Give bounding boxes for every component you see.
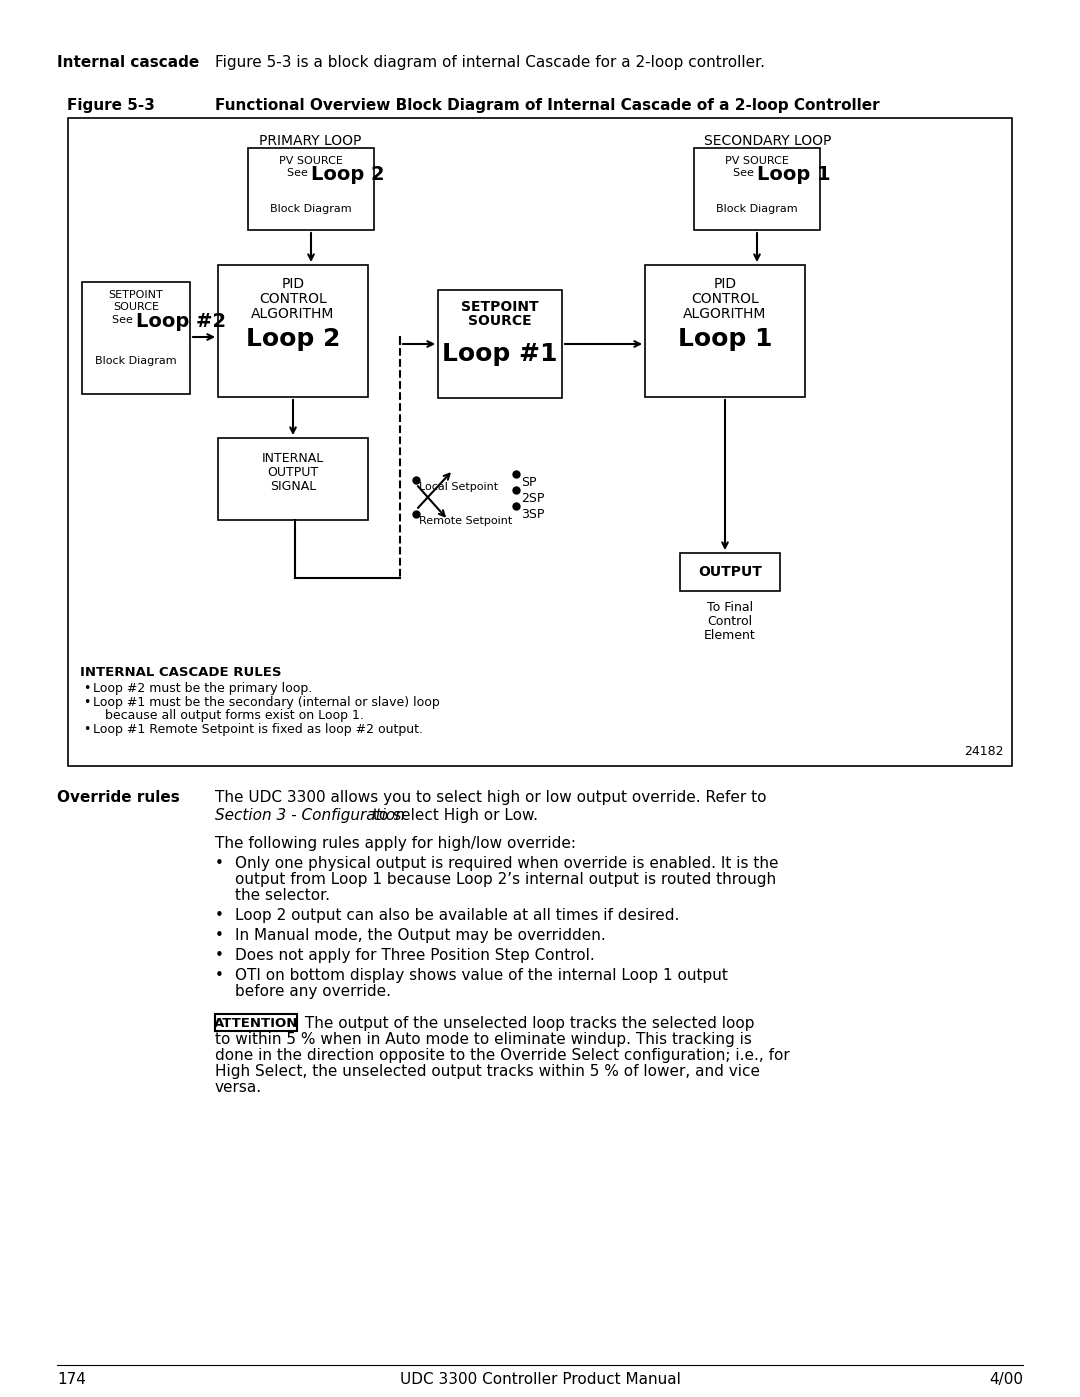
Text: •: •: [83, 682, 91, 694]
Text: •: •: [215, 908, 224, 923]
Text: Figure 5-3: Figure 5-3: [67, 98, 154, 113]
Text: The output of the unselected loop tracks the selected loop: The output of the unselected loop tracks…: [300, 1016, 755, 1031]
Text: Loop 1: Loop 1: [678, 327, 772, 351]
Text: SOURCE: SOURCE: [469, 314, 531, 328]
Text: Block Diagram: Block Diagram: [95, 356, 177, 366]
Text: Loop #2: Loop #2: [136, 312, 226, 331]
Bar: [218, 265, 368, 397]
Text: •: •: [215, 949, 224, 963]
Bar: [82, 282, 190, 394]
Bar: [438, 291, 562, 398]
Text: INTERNAL: INTERNAL: [261, 453, 324, 465]
Text: ALGORITHM: ALGORITHM: [252, 307, 335, 321]
Text: •: •: [215, 968, 224, 983]
Text: Loop 2: Loop 2: [246, 327, 340, 351]
Text: Loop 1: Loop 1: [757, 165, 831, 184]
Text: OUTPUT: OUTPUT: [698, 564, 761, 578]
Text: Loop 2: Loop 2: [311, 165, 384, 184]
Bar: [645, 265, 805, 397]
Text: •: •: [83, 696, 91, 710]
Bar: [694, 148, 820, 231]
Bar: [680, 553, 780, 591]
Text: 2SP: 2SP: [521, 492, 544, 504]
Text: The following rules apply for high/low override:: The following rules apply for high/low o…: [215, 835, 576, 851]
Bar: [248, 148, 374, 231]
Text: Loop #1: Loop #1: [442, 342, 557, 366]
Text: the selector.: the selector.: [235, 888, 330, 902]
Text: PID: PID: [714, 277, 737, 291]
Text: SETPOINT: SETPOINT: [109, 291, 163, 300]
Text: Element: Element: [704, 629, 756, 643]
Text: done in the direction opposite to the Override Select configuration; i.e., for: done in the direction opposite to the Ov…: [215, 1048, 789, 1063]
Text: SP: SP: [521, 476, 537, 489]
Bar: [68, 117, 1012, 766]
Text: SOURCE: SOURCE: [113, 302, 159, 312]
Text: SIGNAL: SIGNAL: [270, 481, 316, 493]
Text: before any override.: before any override.: [235, 983, 391, 999]
Text: Does not apply for Three Position Step Control.: Does not apply for Three Position Step C…: [235, 949, 595, 963]
Text: to select High or Low.: to select High or Low.: [367, 807, 538, 823]
Text: See: See: [286, 168, 311, 177]
Text: 24182: 24182: [964, 745, 1004, 759]
Text: INTERNAL CASCADE RULES: INTERNAL CASCADE RULES: [80, 666, 282, 679]
Text: UDC 3300 Controller Product Manual: UDC 3300 Controller Product Manual: [400, 1372, 680, 1387]
Text: versa.: versa.: [215, 1080, 262, 1095]
Text: •: •: [83, 724, 91, 736]
Text: PV SOURCE: PV SOURCE: [725, 156, 788, 166]
Text: Figure 5-3 is a block diagram of internal Cascade for a 2-loop controller.: Figure 5-3 is a block diagram of interna…: [215, 54, 765, 70]
Text: Loop #2 must be the primary loop.: Loop #2 must be the primary loop.: [93, 682, 312, 694]
Text: •: •: [215, 856, 224, 870]
Text: ALGORITHM: ALGORITHM: [684, 307, 767, 321]
Text: Block Diagram: Block Diagram: [270, 204, 352, 214]
Text: SECONDARY LOOP: SECONDARY LOOP: [704, 134, 832, 148]
Text: PID: PID: [282, 277, 305, 291]
Text: In Manual mode, the Output may be overridden.: In Manual mode, the Output may be overri…: [235, 928, 606, 943]
Text: OTI on bottom display shows value of the internal Loop 1 output: OTI on bottom display shows value of the…: [235, 968, 728, 983]
Text: See: See: [732, 168, 757, 177]
Text: Internal cascade: Internal cascade: [57, 54, 199, 70]
Text: 3SP: 3SP: [521, 509, 544, 521]
Text: because all output forms exist on Loop 1.: because all output forms exist on Loop 1…: [93, 710, 364, 722]
Text: •: •: [215, 928, 224, 943]
Text: Block Diagram: Block Diagram: [716, 204, 798, 214]
Text: Loop #1 Remote Setpoint is fixed as loop #2 output.: Loop #1 Remote Setpoint is fixed as loop…: [93, 724, 423, 736]
Text: Control: Control: [707, 615, 753, 629]
Text: To Final: To Final: [707, 601, 753, 615]
Bar: [215, 1014, 297, 1031]
Text: output from Loop 1 because Loop 2’s internal output is routed through: output from Loop 1 because Loop 2’s inte…: [235, 872, 777, 887]
Bar: [218, 439, 368, 520]
Text: PRIMARY LOOP: PRIMARY LOOP: [259, 134, 361, 148]
Text: ATTENTION: ATTENTION: [214, 1017, 298, 1030]
Text: CONTROL: CONTROL: [259, 292, 327, 306]
Text: Only one physical output is required when override is enabled. It is the: Only one physical output is required whe…: [235, 856, 779, 870]
Text: OUTPUT: OUTPUT: [268, 467, 319, 479]
Text: SETPOINT: SETPOINT: [461, 300, 539, 314]
Text: Loop 2 output can also be available at all times if desired.: Loop 2 output can also be available at a…: [235, 908, 679, 923]
Text: Remote Setpoint: Remote Setpoint: [419, 515, 512, 527]
Text: Override rules: Override rules: [57, 789, 179, 805]
Text: Local Setpoint: Local Setpoint: [419, 482, 498, 492]
Text: See: See: [111, 314, 136, 326]
Text: Functional Overview Block Diagram of Internal Cascade of a 2-loop Controller: Functional Overview Block Diagram of Int…: [215, 98, 879, 113]
Text: The UDC 3300 allows you to select high or low output override. Refer to: The UDC 3300 allows you to select high o…: [215, 789, 767, 805]
Text: 4/00: 4/00: [989, 1372, 1023, 1387]
Text: Loop #1 must be the secondary (internal or slave) loop: Loop #1 must be the secondary (internal …: [93, 696, 440, 710]
Text: 174: 174: [57, 1372, 86, 1387]
Text: Section 3 - Configuration: Section 3 - Configuration: [215, 807, 405, 823]
Text: CONTROL: CONTROL: [691, 292, 759, 306]
Text: High Select, the unselected output tracks within 5 % of lower, and vice: High Select, the unselected output track…: [215, 1065, 760, 1078]
Text: PV SOURCE: PV SOURCE: [279, 156, 343, 166]
Text: to within 5 % when in Auto mode to eliminate windup. This tracking is: to within 5 % when in Auto mode to elimi…: [215, 1032, 752, 1046]
